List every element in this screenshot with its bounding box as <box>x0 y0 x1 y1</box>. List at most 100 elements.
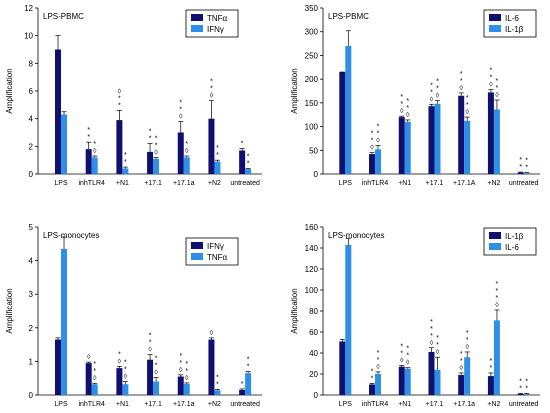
bar-TNFα <box>208 118 215 174</box>
bar-TNFα <box>85 149 92 174</box>
y-tick-label: 50 <box>309 146 318 155</box>
x-tick-label: +17.1 <box>426 401 444 408</box>
significance-mark: * <box>430 333 433 340</box>
significance-mark: ◊ <box>179 113 183 120</box>
x-tick-label: +N1 <box>116 401 129 408</box>
bar-IFNγ <box>61 114 68 174</box>
significance-mark: ◊ <box>495 302 499 309</box>
significance-mark: * <box>430 326 433 333</box>
significance-mark: * <box>406 353 409 360</box>
significance-mark: * <box>155 135 158 142</box>
legend-swatch <box>489 25 501 32</box>
bar-IFNγ <box>122 168 129 174</box>
x-tick-label: +17.1A <box>453 180 476 187</box>
y-tick-label: 20 <box>309 370 318 379</box>
x-tick-label: LPS <box>54 401 68 408</box>
x-tick-label: LPS <box>339 180 353 187</box>
y-tick-label: 10 <box>24 32 33 41</box>
significance-mark: ◊ <box>154 370 158 377</box>
y-tick-label: 140 <box>305 244 319 253</box>
bar-IL-1β <box>458 375 465 395</box>
x-tick-label: +N1 <box>398 180 411 187</box>
bar-IL-6 <box>339 72 346 174</box>
significance-mark: * <box>460 358 463 365</box>
significance-mark: * <box>149 136 152 143</box>
legend-swatch <box>489 14 501 21</box>
bar-TNFα <box>153 381 160 395</box>
bar-IFNγ <box>183 157 190 174</box>
bar-IL-1β <box>464 120 471 174</box>
y-tick-label: 6 <box>29 87 34 96</box>
significance-mark: * <box>406 105 409 112</box>
x-tick-label: +17.1a <box>173 401 195 408</box>
significance-mark: * <box>371 138 374 145</box>
significance-mark: * <box>179 99 182 106</box>
significance-mark: * <box>490 365 493 372</box>
significance-mark: ◊ <box>489 82 493 89</box>
bar-TNFα <box>214 390 221 395</box>
bar-TNFα <box>91 384 98 395</box>
legend-label: IL-6 <box>505 243 519 252</box>
legend-label: IL-6 <box>505 14 519 23</box>
y-tick-label: 350 <box>305 4 319 13</box>
significance-mark: ◊ <box>400 358 404 365</box>
bar-IL-1β <box>369 384 376 395</box>
significance-mark: ◊ <box>376 138 380 145</box>
y-tick-label: 160 <box>305 223 319 232</box>
significance-mark: ◊ <box>210 93 214 100</box>
significance-mark: * <box>400 351 403 358</box>
x-tick-label: LPS <box>54 180 68 187</box>
significance-mark: * <box>185 361 188 368</box>
significance-mark: * <box>377 350 380 357</box>
significance-mark: * <box>519 157 522 164</box>
significance-mark: * <box>87 127 90 134</box>
bar-IL-1β <box>434 103 441 174</box>
significance-mark: * <box>460 351 463 358</box>
legend-swatch <box>191 25 203 32</box>
significance-mark: * <box>406 346 409 353</box>
significance-mark: ◊ <box>118 358 122 365</box>
significance-mark: * <box>216 152 219 159</box>
significance-mark: ◊ <box>406 112 410 119</box>
bar-IL-1β <box>523 173 530 174</box>
bar-IFNγ <box>208 339 215 395</box>
significance-mark: * <box>118 351 121 358</box>
x-tick-label: +N2 <box>487 180 500 187</box>
significance-mark: * <box>124 152 127 159</box>
bar-TNFα <box>116 120 123 174</box>
significance-mark: * <box>93 368 96 375</box>
x-tick-label: +17.1 <box>144 401 162 408</box>
x-tick-label: +N1 <box>116 180 129 187</box>
significance-mark: * <box>241 140 244 147</box>
bar-IFNγ <box>153 158 160 174</box>
significance-mark: * <box>371 131 374 138</box>
significance-mark: * <box>118 102 121 109</box>
bar-TNFα <box>183 383 190 395</box>
bar-IL-6 <box>517 172 524 174</box>
significance-mark: * <box>216 381 219 388</box>
significance-mark: * <box>460 78 463 85</box>
significance-mark: * <box>460 71 463 78</box>
significance-mark: * <box>406 98 409 105</box>
significance-mark: * <box>185 368 188 375</box>
significance-mark: * <box>149 340 152 347</box>
significance-mark: ◊ <box>430 340 434 347</box>
significance-mark: ◊ <box>400 108 404 115</box>
significance-mark: * <box>519 378 522 385</box>
bar-IFNγ <box>177 376 184 395</box>
bar-IL-1β <box>339 341 346 395</box>
bar-IL-1β <box>398 366 405 395</box>
significance-mark: * <box>430 89 433 96</box>
significance-mark: * <box>525 378 528 385</box>
significance-mark: * <box>185 141 188 148</box>
significance-mark: ◊ <box>465 109 469 116</box>
significance-mark: * <box>430 319 433 326</box>
legend-swatch <box>191 14 203 21</box>
significance-mark: ◊ <box>87 354 91 361</box>
x-tick-label: +N2 <box>208 401 221 408</box>
y-axis-label: Amplification <box>5 288 14 333</box>
bar-IL-6 <box>493 320 500 395</box>
x-tick-label: inhTLR4 <box>362 180 389 187</box>
significance-mark: * <box>496 281 499 288</box>
